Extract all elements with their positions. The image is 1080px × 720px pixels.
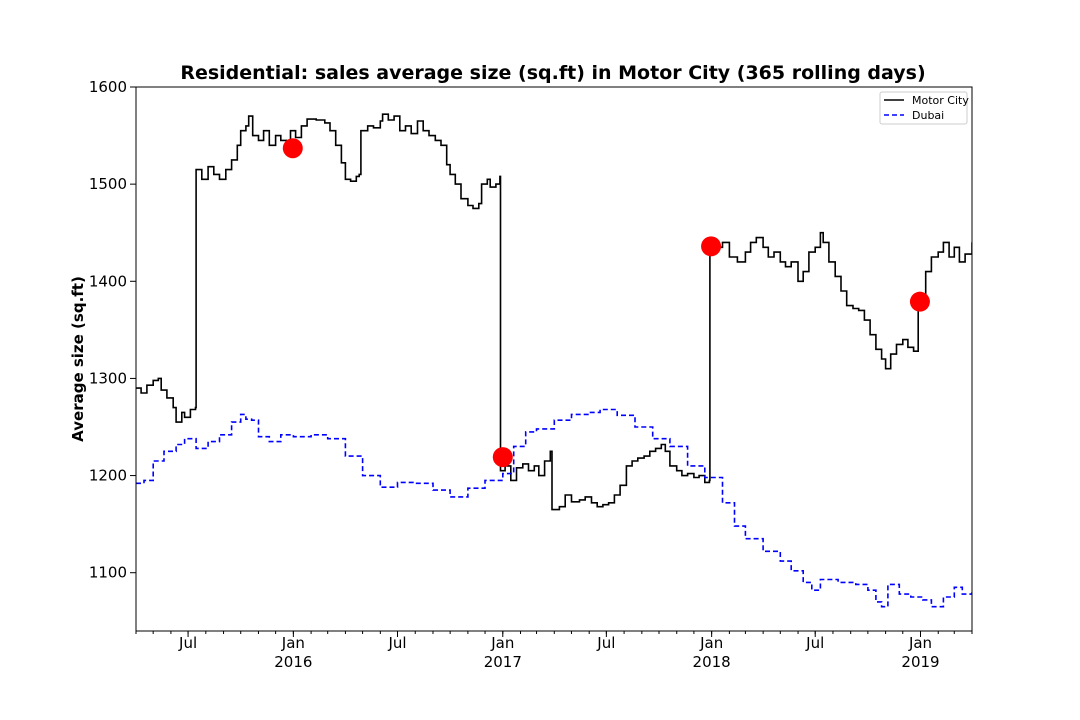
chart-title: Residential: sales average size (sq.ft) … <box>180 62 925 84</box>
x-tick-year-label: 2019 <box>901 653 939 671</box>
x-tick-label: Jan <box>281 634 305 652</box>
y-tick-label: 1100 <box>89 564 127 582</box>
x-tick-year-label: 2016 <box>274 653 312 671</box>
y-tick-label: 1500 <box>89 175 127 193</box>
y-tick-label: 1400 <box>89 272 127 290</box>
series-line-motor-city <box>136 113 972 511</box>
x-tick-label: Jul <box>596 634 615 652</box>
axes-frame <box>135 86 973 632</box>
x-tick-year-label: 2017 <box>484 653 522 671</box>
x-tick-label: Jan <box>699 634 723 652</box>
legend-label-motor-city: Motor City <box>912 94 969 107</box>
x-tick-label: Jan <box>490 634 514 652</box>
legend-label-dubai: Dubai <box>912 109 944 122</box>
x-tick-label: Jul <box>387 634 406 652</box>
legend: Motor City Dubai <box>879 91 969 125</box>
series-line-dubai <box>136 408 972 608</box>
y-tick-label: 1600 <box>89 78 127 96</box>
y-tick-label: 1200 <box>89 467 127 485</box>
x-tick-label: Jan <box>908 634 932 652</box>
highlight-marker-4 <box>909 291 930 312</box>
highlight-marker-2 <box>492 447 513 468</box>
x-tick-year-label: 2018 <box>693 653 731 671</box>
y-axis-label: Average size (sq.ft) <box>69 276 87 442</box>
x-tick-label: Jul <box>805 634 824 652</box>
highlight-marker-1 <box>282 138 303 159</box>
highlight-marker-3 <box>701 236 722 257</box>
y-tick-label: 1300 <box>89 369 127 387</box>
x-tick-label: Jul <box>178 634 197 652</box>
